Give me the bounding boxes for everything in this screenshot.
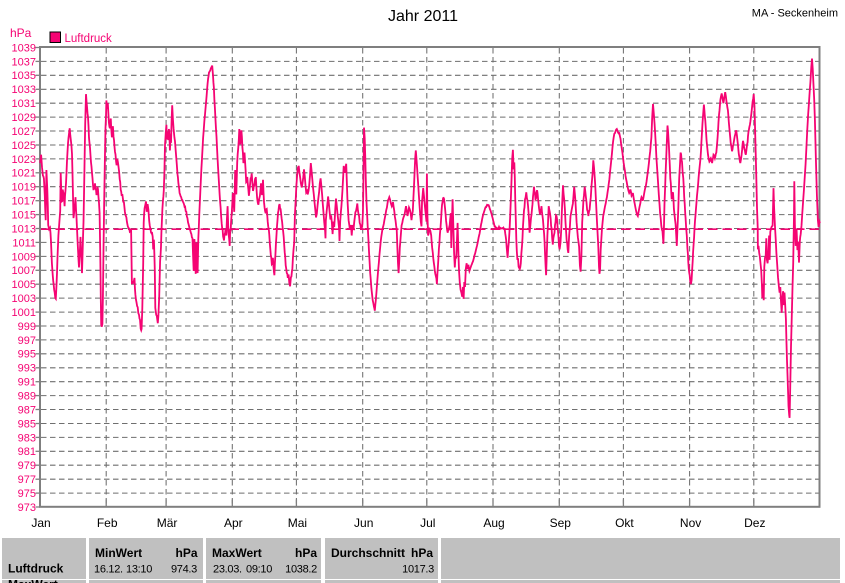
svg-text:Jul: Jul [420, 516, 435, 530]
svg-text:974.3: 974.3 [171, 564, 197, 576]
svg-text:Okt: Okt [615, 516, 634, 530]
svg-text:Feb: Feb [97, 516, 118, 530]
svg-text:Luftdruck: Luftdruck [65, 33, 113, 45]
svg-text:981: 981 [18, 446, 36, 458]
svg-text:Luftdruck: Luftdruck [8, 562, 64, 576]
svg-text:MA - Seckenheim: MA - Seckenheim [752, 8, 838, 20]
svg-text:16.12.: 16.12. [94, 564, 123, 576]
svg-text:Jahr 2011: Jahr 2011 [388, 8, 458, 25]
svg-text:MinWert: MinWert [95, 546, 142, 560]
svg-text:1023: 1023 [12, 154, 36, 166]
svg-text:979: 979 [18, 460, 36, 472]
svg-text:MaxWert: MaxWert [8, 578, 58, 583]
svg-text:1039: 1039 [12, 42, 36, 54]
svg-text:993: 993 [18, 363, 36, 375]
svg-text:1029: 1029 [12, 112, 36, 124]
svg-text:1027: 1027 [12, 126, 36, 138]
svg-text:999: 999 [18, 321, 36, 333]
svg-text:Mär: Mär [157, 516, 178, 530]
svg-text:1007: 1007 [12, 265, 36, 277]
svg-text:1033: 1033 [12, 84, 36, 96]
svg-text:1009: 1009 [12, 251, 36, 263]
svg-text:13:10: 13:10 [126, 564, 152, 576]
svg-text:Aug: Aug [483, 516, 504, 530]
svg-text:1019: 1019 [12, 182, 36, 194]
svg-text:995: 995 [18, 349, 36, 361]
svg-text:1037: 1037 [12, 56, 36, 68]
svg-text:1003: 1003 [12, 293, 36, 305]
svg-text:Mai: Mai [288, 516, 307, 530]
svg-text:hPa: hPa [411, 546, 433, 560]
svg-text:983: 983 [18, 432, 36, 444]
svg-text:1015: 1015 [12, 210, 36, 222]
svg-text:MaxWert: MaxWert [212, 546, 262, 560]
svg-text:23.03.: 23.03. [213, 564, 242, 576]
svg-text:Jan: Jan [31, 516, 50, 530]
svg-text:1031: 1031 [12, 98, 36, 110]
svg-text:Durchschnitt: Durchschnitt [331, 546, 405, 560]
svg-text:1038.2: 1038.2 [285, 564, 317, 576]
svg-text:hPa: hPa [10, 26, 32, 40]
svg-text:1013: 1013 [12, 223, 36, 235]
svg-text:1011: 1011 [12, 237, 36, 249]
svg-text:hPa: hPa [175, 546, 197, 560]
svg-text:Sep: Sep [550, 516, 572, 530]
svg-text:991: 991 [18, 377, 36, 389]
svg-text:973: 973 [18, 502, 36, 514]
svg-text:1001: 1001 [12, 307, 36, 319]
svg-text:975: 975 [18, 488, 36, 500]
svg-text:1017: 1017 [12, 196, 36, 208]
svg-text:Jun: Jun [354, 516, 373, 530]
svg-text:Apr: Apr [224, 516, 243, 530]
svg-text:997: 997 [18, 335, 36, 347]
svg-text:Nov: Nov [680, 516, 701, 530]
svg-text:Dez: Dez [744, 516, 765, 530]
svg-text:985: 985 [18, 418, 36, 430]
svg-text:1025: 1025 [12, 140, 36, 152]
svg-text:1035: 1035 [12, 70, 36, 82]
svg-text:1005: 1005 [12, 279, 36, 291]
svg-text:987: 987 [18, 404, 36, 416]
svg-text:989: 989 [18, 391, 36, 403]
svg-text:1021: 1021 [12, 168, 36, 180]
svg-text:977: 977 [18, 474, 36, 486]
svg-text:09:10: 09:10 [246, 564, 272, 576]
svg-text:1017.3: 1017.3 [402, 564, 434, 576]
svg-text:hPa: hPa [295, 546, 317, 560]
